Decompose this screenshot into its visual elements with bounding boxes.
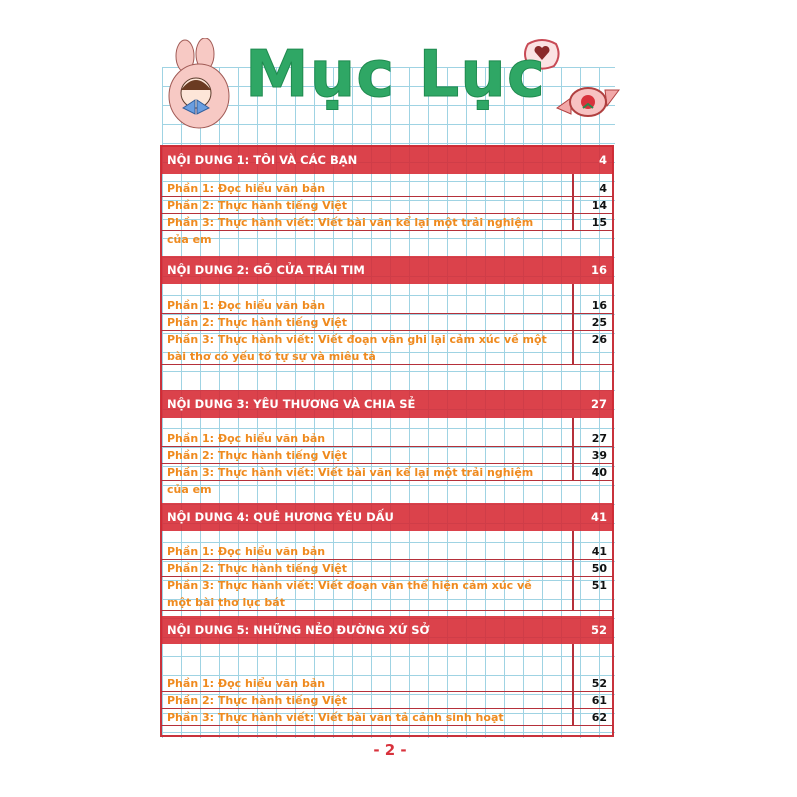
- section-page: 41: [590, 510, 607, 524]
- page-column-divider: [572, 418, 574, 481]
- page-column-divider: [572, 174, 574, 231]
- entry-title: Phần 1: Đọc hiểu văn bản: [167, 299, 326, 312]
- section-header[interactable]: NỘI DUNG 5: NHỮNG NẺO ĐƯỜNG XỨ SỞ 52: [161, 616, 613, 644]
- toc-entry[interactable]: Phần 2: Thực hành tiếng Việt 61: [161, 692, 613, 709]
- toc-entry[interactable]: Phần 2: Thực hành tiếng Việt 39: [161, 447, 613, 464]
- section-header[interactable]: NỘI DUNG 4: QUÊ HƯƠNG YÊU DẤU 41: [161, 503, 613, 531]
- heart-cookie-icon: [524, 39, 560, 70]
- section-header[interactable]: NỘI DUNG 2: GÕ CỬA TRÁI TIM 16: [161, 256, 613, 284]
- entry-page: 39: [591, 449, 607, 462]
- section-header[interactable]: NỘI DUNG 3: YÊU THƯƠNG VÀ CHIA SẺ 27: [161, 390, 613, 418]
- page-number: - 2 -: [373, 741, 407, 759]
- entry-title: Phần 3: Thực hành viết: Viết bài văn kể …: [167, 216, 534, 246]
- entry-page: 50: [591, 562, 607, 575]
- entry-title: Phần 1: Đọc hiểu văn bản: [167, 677, 326, 690]
- entry-page: 4: [599, 182, 607, 195]
- section-title: NỘI DUNG 2: GÕ CỬA TRÁI TIM: [167, 263, 365, 277]
- entry-page: 14: [591, 199, 607, 212]
- entry-page: 41: [591, 545, 607, 558]
- entry-page: 51: [591, 579, 607, 592]
- section-title: NỘI DUNG 1: TÔI VÀ CÁC BẠN: [167, 153, 358, 167]
- entry-page: 40: [591, 466, 607, 479]
- page-column-divider: [572, 284, 574, 365]
- section-title: NỘI DUNG 5: NHỮNG NẺO ĐƯỜNG XỨ SỞ: [167, 623, 430, 637]
- entry-page: 16: [591, 299, 607, 312]
- entry-title: Phần 2: Thực hành tiếng Việt: [167, 316, 347, 329]
- toc-entry[interactable]: Phần 3: Thực hành viết: Viết bài văn kể …: [161, 464, 613, 496]
- entry-page: 61: [591, 694, 607, 707]
- entry-page: 27: [591, 432, 607, 445]
- entry-page: 25: [591, 316, 607, 329]
- entry-title: Phần 2: Thực hành tiếng Việt: [167, 562, 347, 575]
- section-header[interactable]: NỘI DUNG 1: TÔI VÀ CÁC BẠN 4: [161, 146, 613, 174]
- entry-title: Phần 1: Đọc hiểu văn bản: [167, 182, 326, 195]
- section-page: 16: [590, 263, 607, 277]
- page-column-divider: [572, 644, 574, 726]
- entry-title: Phần 3: Thực hành viết: Viết đoạn văn th…: [167, 579, 532, 609]
- toc-entry[interactable]: Phần 2: Thực hành tiếng Việt 50: [161, 560, 613, 577]
- entry-title: Phần 1: Đọc hiểu văn bản: [167, 545, 326, 558]
- section-title: NỘI DUNG 3: YÊU THƯƠNG VÀ CHIA SẺ: [167, 397, 416, 411]
- entry-page: 52: [591, 677, 607, 690]
- page-title: Mục Lục: [245, 38, 546, 113]
- entry-page: 26: [591, 333, 607, 346]
- toc-entry[interactable]: Phần 1: Đọc hiểu văn bản 52: [161, 675, 613, 692]
- section-page: 52: [590, 623, 607, 637]
- section-title: NỘI DUNG 4: QUÊ HƯƠNG YÊU DẤU: [167, 510, 394, 524]
- entry-page: 62: [591, 711, 607, 724]
- entry-title: Phần 2: Thực hành tiếng Việt: [167, 449, 347, 462]
- toc-entry[interactable]: Phần 3: Thực hành viết: Viết bài văn tả …: [161, 709, 613, 726]
- entry-title: Phần 3: Thực hành viết: Viết bài văn tả …: [167, 711, 504, 724]
- entry-title: Phần 3: Thực hành viết: Viết đoạn văn gh…: [167, 333, 547, 363]
- toc-entry[interactable]: Phần 1: Đọc hiểu văn bản 16: [161, 297, 613, 314]
- toc-entry[interactable]: Phần 2: Thực hành tiếng Việt 14: [161, 197, 613, 214]
- entry-title: Phần 2: Thực hành tiếng Việt: [167, 199, 347, 212]
- toc-entry[interactable]: Phần 2: Thực hành tiếng Việt 25: [161, 314, 613, 331]
- toc-entry[interactable]: Phần 3: Thực hành viết: Viết đoạn văn th…: [161, 577, 613, 611]
- toc-entry[interactable]: Phần 3: Thực hành viết: Viết đoạn văn gh…: [161, 331, 613, 365]
- toc-entry[interactable]: Phần 1: Đọc hiểu văn bản 27: [161, 430, 613, 447]
- toc-entry[interactable]: Phần 3: Thực hành viết: Viết bài văn kể …: [161, 214, 613, 246]
- entry-title: Phần 3: Thực hành viết: Viết bài văn kể …: [167, 466, 534, 496]
- entry-title: Phần 1: Đọc hiểu văn bản: [167, 432, 326, 445]
- section-page: 4: [598, 153, 607, 167]
- entry-title: Phần 2: Thực hành tiếng Việt: [167, 694, 347, 707]
- page-column-divider: [572, 531, 574, 611]
- toc-entry[interactable]: Phần 1: Đọc hiểu văn bản 4: [161, 180, 613, 197]
- strawberry-candy-icon: [555, 87, 620, 117]
- bunny-girl-icon: [168, 38, 230, 129]
- toc-entry[interactable]: Phần 1: Đọc hiểu văn bản 41: [161, 543, 613, 560]
- section-page: 27: [590, 397, 607, 411]
- entry-page: 15: [591, 216, 607, 229]
